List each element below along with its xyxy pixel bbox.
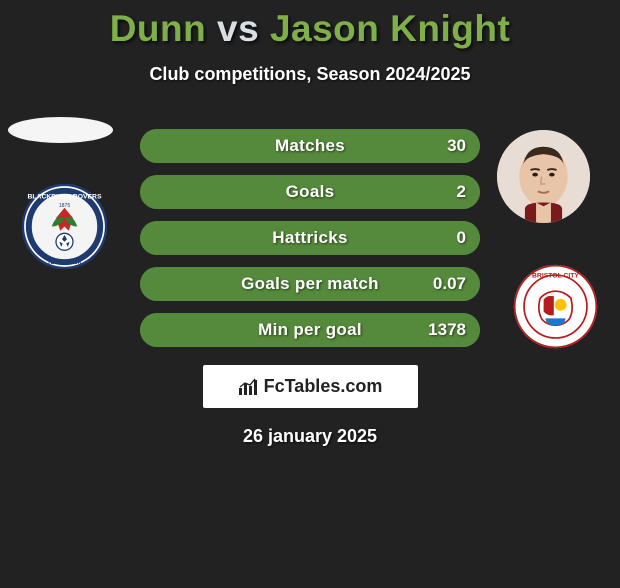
stat-row-gpm: Goals per match 0.07: [140, 267, 480, 301]
stat-label: Hattricks: [140, 228, 480, 248]
player-face-icon: [497, 130, 590, 223]
svg-text:TE ET LABOR: TE ET LABOR: [48, 260, 82, 266]
stats-area: BLACKBURN ROVERS TE ET LABOR 1875: [0, 129, 620, 447]
stat-label: Goals: [140, 182, 480, 202]
svg-text:BLACKBURN ROVERS: BLACKBURN ROVERS: [27, 193, 101, 200]
stat-right-value: 0.07: [433, 274, 466, 294]
player2-club-badge: BRISTOL CITY: [513, 264, 598, 349]
bar-chart-icon: [238, 378, 260, 396]
logo-text: FcTables.com: [264, 376, 383, 397]
stat-label: Goals per match: [140, 274, 480, 294]
title-player2: Jason Knight: [270, 8, 510, 49]
player1-club-badge: BLACKBURN ROVERS TE ET LABOR 1875: [22, 184, 107, 269]
stat-label: Matches: [140, 136, 480, 156]
stat-row-mpg: Min per goal 1378: [140, 313, 480, 347]
stat-right-value: 1378: [428, 320, 466, 340]
stat-row-goals: Goals 2: [140, 175, 480, 209]
stat-bars: Matches 30 Goals 2 Hattricks 0 Goals per…: [140, 129, 480, 347]
stat-right-value: 2: [457, 182, 466, 202]
snapshot-date: 26 january 2025: [0, 426, 620, 447]
title-vs: vs: [217, 8, 259, 49]
stat-row-hattricks: Hattricks 0: [140, 221, 480, 255]
page-title: Dunn vs Jason Knight: [0, 8, 620, 50]
svg-text:BRISTOL CITY: BRISTOL CITY: [532, 273, 579, 280]
subtitle: Club competitions, Season 2024/2025: [0, 64, 620, 85]
player1-avatar: [8, 117, 113, 143]
stat-right-value: 0: [457, 228, 466, 248]
fctables-logo[interactable]: FcTables.com: [203, 365, 418, 408]
stat-right-value: 30: [447, 136, 466, 156]
stat-row-matches: Matches 30: [140, 129, 480, 163]
title-player1: Dunn: [110, 8, 207, 49]
svg-text:1875: 1875: [59, 203, 70, 209]
bristol-city-badge-icon: BRISTOL CITY: [513, 264, 598, 349]
blackburn-badge-icon: BLACKBURN ROVERS TE ET LABOR 1875: [22, 184, 107, 269]
player2-avatar: [497, 130, 590, 223]
